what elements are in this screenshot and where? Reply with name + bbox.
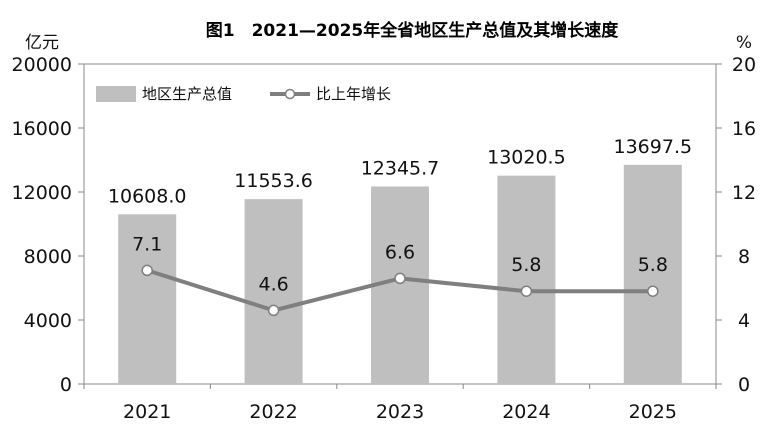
left-axis-tick-label: 12000 — [12, 182, 72, 204]
bar-2024 — [497, 175, 556, 384]
right-axis: 0 4 8 12 16 20 — [716, 54, 756, 396]
growth-value-label: 7.1 — [132, 233, 162, 255]
growth-point-2025 — [647, 285, 659, 297]
bar-2022 — [244, 199, 303, 384]
bar-2021 — [118, 214, 177, 384]
growth-value-label: 5.8 — [638, 254, 668, 276]
bar-value-label: 10608.0 — [108, 185, 187, 207]
legend: 地区生产总值 比上年增长 — [96, 85, 391, 103]
legend-marker-line — [284, 88, 296, 100]
left-axis-tick-label: 16000 — [12, 118, 72, 140]
bar-value-label: 11553.6 — [234, 170, 313, 192]
right-axis-unit: % — [736, 33, 752, 53]
right-axis-tick-label: 20 — [732, 54, 756, 76]
bar-2025 — [623, 164, 682, 384]
bar-value-label: 12345.7 — [361, 157, 440, 179]
right-axis-tick-label: 4 — [738, 310, 750, 332]
legend-label-line: 比上年增长 — [316, 85, 391, 103]
legend-swatch-bar — [96, 86, 136, 102]
x-axis-tick-label: 2021 — [123, 401, 171, 423]
legend-label-bar: 地区生产总值 — [142, 85, 232, 103]
growth-point-2021 — [141, 264, 153, 277]
growth-point-2024 — [520, 285, 533, 297]
left-axis-tick-label: 4000 — [24, 310, 72, 332]
growth-point-2023 — [394, 272, 406, 285]
x-axis-tick-label: 2025 — [629, 401, 677, 423]
growth-value-label: 6.6 — [385, 241, 415, 263]
x-axis-tick-label: 2024 — [502, 401, 550, 423]
right-axis-tick-label: 0 — [738, 374, 750, 396]
growth-point-2022 — [267, 304, 280, 317]
x-axis-tick-label: 2022 — [249, 401, 297, 423]
left-axis-tick-label: 20000 — [12, 54, 72, 76]
right-axis-tick-label: 16 — [732, 118, 756, 140]
growth-value-label: 4.6 — [258, 273, 288, 295]
x-axis: 2021 2022 2023 2024 2025 — [83, 384, 717, 423]
left-axis-tick-label: 0 — [60, 374, 72, 396]
bar-value-label: 13020.5 — [487, 147, 566, 169]
growth-value-label: 5.8 — [511, 254, 541, 276]
line-series: 7.1 4.6 6.6 5.8 5.8 — [132, 233, 668, 317]
bar-value-label: 13697.5 — [614, 136, 693, 158]
chart-title: 图1 2021—2025年全省地区生产总值及其增长速度 — [206, 20, 619, 41]
right-axis-tick-label: 8 — [738, 246, 750, 268]
right-axis-tick-label: 12 — [732, 182, 756, 204]
bar-series: 10608.0 11553.6 12345.7 13020.5 13697.5 — [108, 136, 692, 384]
left-axis-tick-label: 8000 — [24, 246, 72, 268]
x-axis-tick-label: 2023 — [376, 401, 424, 423]
left-axis: 0 4000 8000 12000 16000 20000 — [12, 54, 84, 396]
left-axis-unit: 亿元 — [25, 33, 59, 53]
